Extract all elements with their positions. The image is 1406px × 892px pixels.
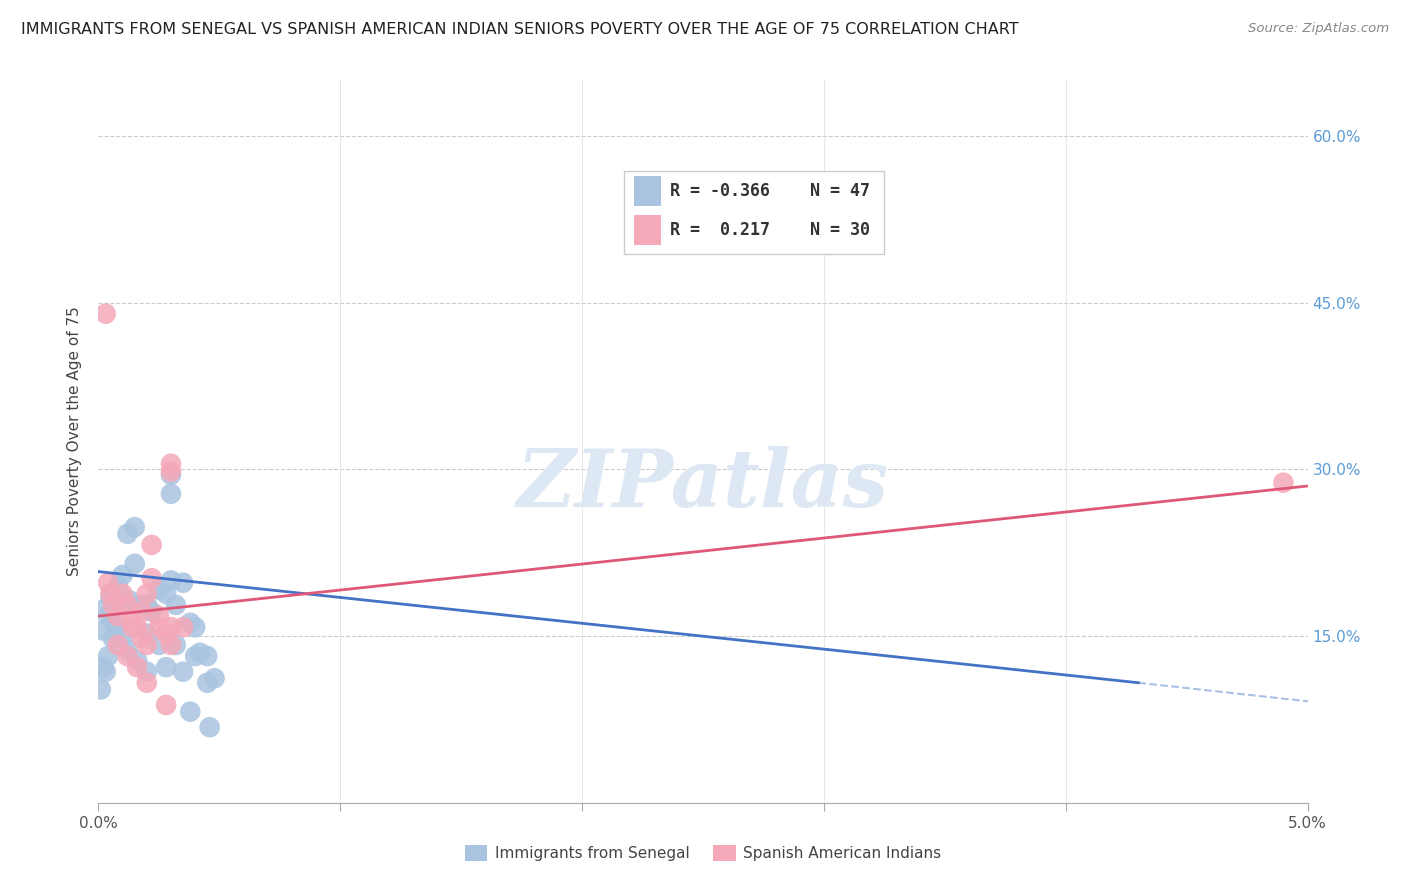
Point bbox=[124, 557, 146, 571]
Point bbox=[108, 598, 131, 612]
Point bbox=[100, 590, 122, 604]
Text: R = -0.366    N = 47: R = -0.366 N = 47 bbox=[671, 182, 870, 200]
Point bbox=[118, 593, 141, 607]
Point bbox=[117, 649, 139, 664]
Legend: Immigrants from Senegal, Spanish American Indians: Immigrants from Senegal, Spanish America… bbox=[458, 839, 948, 867]
Point bbox=[124, 520, 146, 534]
Point bbox=[97, 575, 120, 590]
Point bbox=[195, 675, 218, 690]
Point bbox=[179, 615, 201, 630]
Point bbox=[160, 620, 183, 634]
Point bbox=[117, 598, 139, 612]
Point bbox=[101, 632, 124, 646]
Point bbox=[121, 620, 143, 634]
Point bbox=[107, 638, 129, 652]
Point bbox=[160, 638, 183, 652]
Point bbox=[127, 620, 149, 634]
Point bbox=[198, 720, 221, 734]
Text: IMMIGRANTS FROM SENEGAL VS SPANISH AMERICAN INDIAN SENIORS POVERTY OVER THE AGE : IMMIGRANTS FROM SENEGAL VS SPANISH AMERI… bbox=[21, 22, 1019, 37]
Point bbox=[91, 660, 114, 674]
Point bbox=[131, 632, 153, 646]
Point bbox=[155, 627, 177, 641]
Point bbox=[135, 675, 157, 690]
Text: R =  0.217    N = 30: R = 0.217 N = 30 bbox=[671, 221, 870, 239]
Point bbox=[131, 598, 153, 612]
Point bbox=[97, 649, 120, 664]
Text: ZIPatlas: ZIPatlas bbox=[517, 446, 889, 524]
Point bbox=[148, 638, 170, 652]
Point bbox=[165, 638, 187, 652]
Point bbox=[188, 646, 211, 660]
Point bbox=[91, 624, 114, 638]
Point bbox=[204, 671, 226, 685]
Point bbox=[107, 579, 129, 593]
Y-axis label: Seniors Poverty Over the Age of 75: Seniors Poverty Over the Age of 75 bbox=[67, 307, 83, 576]
Point bbox=[160, 467, 183, 482]
Point bbox=[148, 609, 170, 624]
Point bbox=[101, 615, 124, 630]
Point bbox=[141, 571, 163, 585]
Point bbox=[148, 582, 170, 597]
Bar bbox=[634, 215, 661, 245]
Point bbox=[165, 598, 187, 612]
Point bbox=[160, 487, 183, 501]
Point bbox=[127, 660, 149, 674]
Point bbox=[107, 620, 129, 634]
Point bbox=[172, 665, 194, 679]
Point bbox=[131, 605, 153, 619]
Point bbox=[127, 653, 149, 667]
Point bbox=[135, 638, 157, 652]
Point bbox=[184, 649, 207, 664]
Point bbox=[135, 587, 157, 601]
Point bbox=[179, 705, 201, 719]
Bar bbox=[634, 176, 661, 206]
Point bbox=[94, 601, 117, 615]
Point bbox=[111, 568, 134, 582]
Point bbox=[160, 465, 183, 479]
Point bbox=[160, 457, 183, 471]
Point bbox=[104, 596, 127, 610]
Point bbox=[94, 307, 117, 321]
Point bbox=[148, 620, 170, 634]
Point bbox=[155, 660, 177, 674]
Text: Source: ZipAtlas.com: Source: ZipAtlas.com bbox=[1249, 22, 1389, 36]
Point bbox=[141, 538, 163, 552]
Point bbox=[160, 574, 183, 588]
Point bbox=[117, 642, 139, 657]
Point bbox=[97, 609, 120, 624]
Point bbox=[172, 575, 194, 590]
Point bbox=[1272, 475, 1295, 490]
Point bbox=[135, 598, 157, 612]
Point bbox=[172, 620, 194, 634]
Point bbox=[90, 682, 112, 697]
Point bbox=[101, 598, 124, 612]
Point bbox=[111, 632, 134, 646]
Point bbox=[184, 620, 207, 634]
Point bbox=[135, 665, 157, 679]
Point bbox=[117, 526, 139, 541]
Point bbox=[111, 587, 134, 601]
Point bbox=[155, 587, 177, 601]
Point bbox=[94, 665, 117, 679]
FancyBboxPatch shape bbox=[624, 170, 884, 253]
Point bbox=[121, 615, 143, 630]
Point bbox=[135, 627, 157, 641]
Point bbox=[141, 605, 163, 619]
Point bbox=[107, 609, 129, 624]
Point bbox=[155, 698, 177, 712]
Point bbox=[195, 649, 218, 664]
Point bbox=[100, 587, 122, 601]
